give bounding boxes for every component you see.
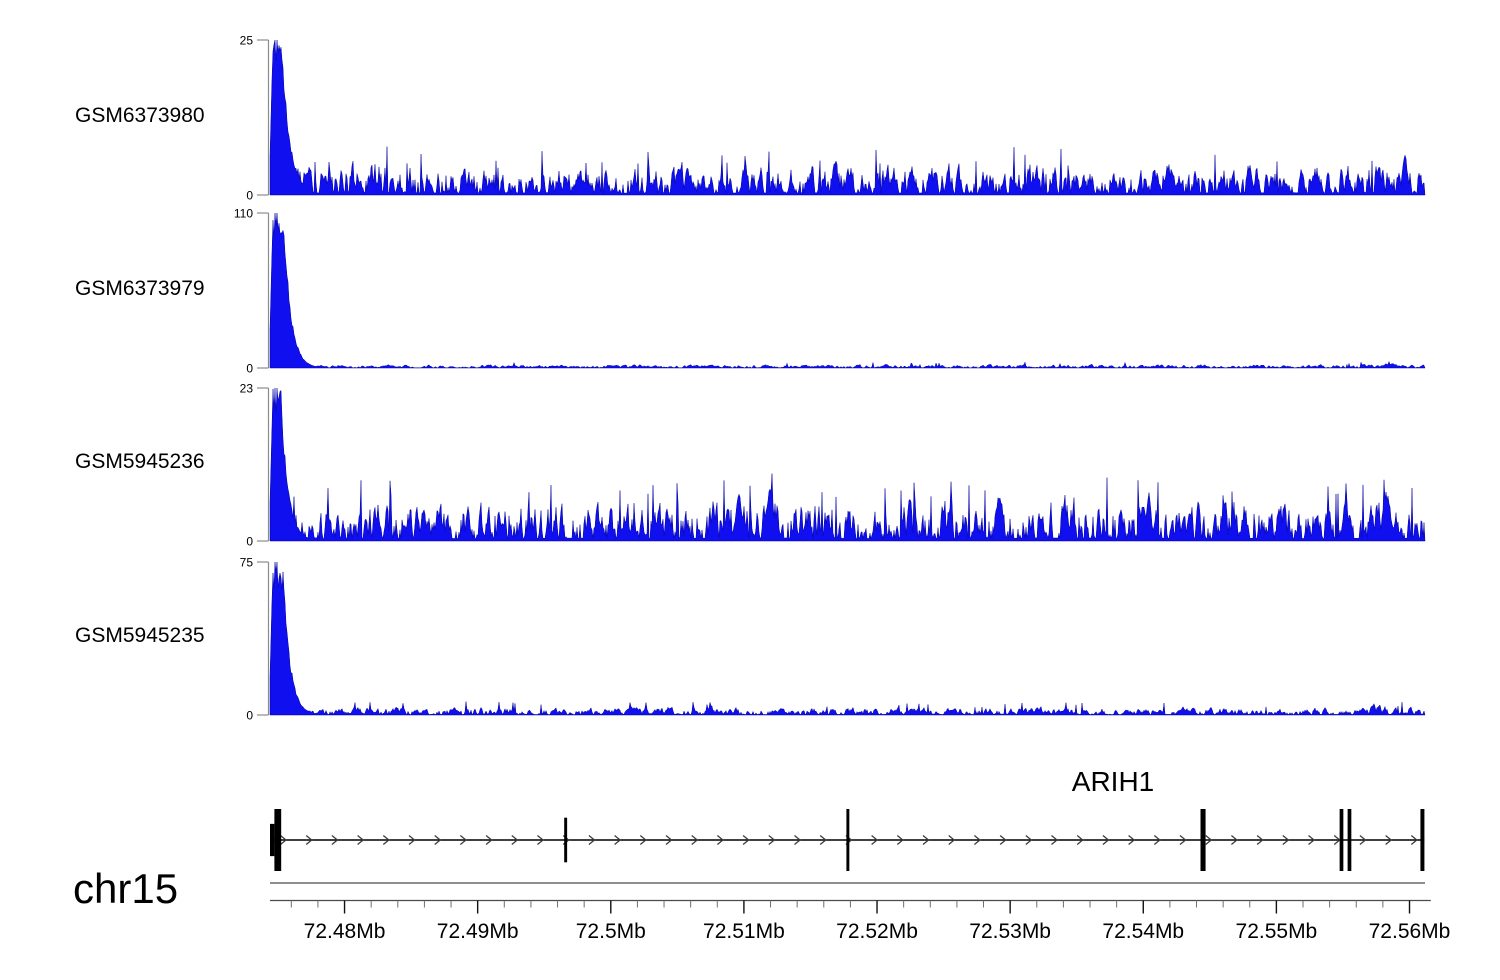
y-axis-max-label: 110 xyxy=(234,207,253,221)
strand-arrow-icon xyxy=(896,834,904,846)
strand-arrow-icon xyxy=(511,834,519,846)
strand-arrow-icon xyxy=(1076,834,1084,846)
axis-tick-label: 72.52Mb xyxy=(836,920,918,943)
coverage-area xyxy=(269,39,1426,196)
strand-arrow-icon xyxy=(1359,834,1367,846)
strand-arrow-icon xyxy=(382,834,390,846)
track-label-gsm6373979: GSM6373979 xyxy=(75,277,205,300)
exon-utr5 xyxy=(270,823,275,857)
strand-arrow-icon xyxy=(1128,834,1136,846)
y-axis-min-label: 0 xyxy=(246,362,253,376)
y-axis-min-label: 0 xyxy=(246,189,253,203)
strand-arrow-icon xyxy=(1308,834,1316,846)
gene-track-arih1 xyxy=(270,809,1425,871)
strand-arrow-icon xyxy=(1179,834,1187,846)
exon-cds xyxy=(1200,809,1206,871)
axis-tick-label: 72.48Mb xyxy=(304,920,386,943)
strand-arrow-icon xyxy=(999,834,1007,846)
strand-arrow-icon xyxy=(1256,834,1264,846)
gene-name-label: ARIH1 xyxy=(1071,766,1155,797)
axis-tick-label: 72.55Mb xyxy=(1236,920,1318,943)
exon-cds xyxy=(1347,809,1352,871)
y-axis-min-label: 0 xyxy=(246,709,253,723)
strand-arrow-icon xyxy=(819,834,827,846)
strand-arrow-icon xyxy=(794,834,802,846)
strand-arrow-icon xyxy=(871,834,879,846)
strand-arrow-icon xyxy=(588,834,596,846)
strand-arrow-icon xyxy=(1102,834,1110,846)
strand-arrow-icon xyxy=(1153,834,1161,846)
strand-arrow-icon xyxy=(973,834,981,846)
strand-arrow-icon xyxy=(1051,834,1059,846)
axis-tick-label: 72.51Mb xyxy=(703,920,785,943)
axis-tick-label: 72.54Mb xyxy=(1102,920,1184,943)
strand-arrow-icon xyxy=(408,834,416,846)
strand-arrow-icon xyxy=(485,834,493,846)
y-axis-max-label: 75 xyxy=(240,556,254,570)
strand-arrow-icon xyxy=(1410,834,1418,846)
strand-arrow-icon xyxy=(537,834,545,846)
exon-cds xyxy=(846,809,850,871)
strand-arrow-icon xyxy=(922,834,930,846)
strand-arrow-icon xyxy=(665,834,673,846)
strand-arrow-icon xyxy=(948,834,956,846)
track-label-gsm5945236: GSM5945236 xyxy=(75,450,205,473)
strand-arrow-icon xyxy=(1205,834,1213,846)
strand-arrow-icon xyxy=(768,834,776,846)
strand-arrow-icon xyxy=(357,834,365,846)
exon-cds xyxy=(564,817,568,863)
genome-axis: 72.48Mb 72.49Mb 72.5Mb 72.51Mb 72.52Mb 72.53M… xyxy=(270,882,1451,943)
strand-arrow-icon xyxy=(1385,834,1393,846)
y-axis-max-label: 23 xyxy=(240,382,254,396)
strand-arrow-icon xyxy=(639,834,647,846)
exon-cds xyxy=(274,809,282,871)
strand-arrow-icon xyxy=(280,834,288,846)
strand-arrow-icon xyxy=(331,834,339,846)
strand-arrow-icon xyxy=(434,834,442,846)
coverage-track-gsm5945235: 75 0 xyxy=(240,556,1426,723)
strand-arrow-icon xyxy=(716,834,724,846)
track-label-gsm6373980: GSM6373980 xyxy=(75,104,205,127)
coverage-area xyxy=(269,387,1426,542)
axis-tick-label: 72.56Mb xyxy=(1369,920,1451,943)
strand-arrow-icon xyxy=(742,834,750,846)
strand-arrow-icon xyxy=(459,834,467,846)
strand-arrow-icon xyxy=(614,834,622,846)
coverage-track-gsm6373980: 25 0 xyxy=(240,34,1426,203)
exon-cds xyxy=(1339,809,1344,871)
chromosome-label: chr15 xyxy=(73,865,179,912)
coverage-track-gsm6373979: 110 0 xyxy=(234,207,1426,376)
coverage-area xyxy=(269,561,1426,716)
y-axis-min-label: 0 xyxy=(246,535,253,549)
strand-arrow-icon xyxy=(1230,834,1238,846)
axis-tick-label: 72.5Mb xyxy=(576,920,646,943)
coverage-area xyxy=(269,212,1426,369)
coverage-track-gsm5945236: 23 0 xyxy=(240,382,1426,549)
axis-tick-label: 72.49Mb xyxy=(437,920,519,943)
track-label-gsm5945235: GSM5945235 xyxy=(75,624,205,647)
strand-arrow-icon xyxy=(691,834,699,846)
exon-cds xyxy=(1420,809,1425,871)
strand-arrow-icon xyxy=(305,834,313,846)
axis-tick-label: 72.53Mb xyxy=(969,920,1051,943)
y-axis-max-label: 25 xyxy=(240,34,254,48)
strand-arrow-icon xyxy=(1282,834,1290,846)
strand-arrow-icon xyxy=(1025,834,1033,846)
